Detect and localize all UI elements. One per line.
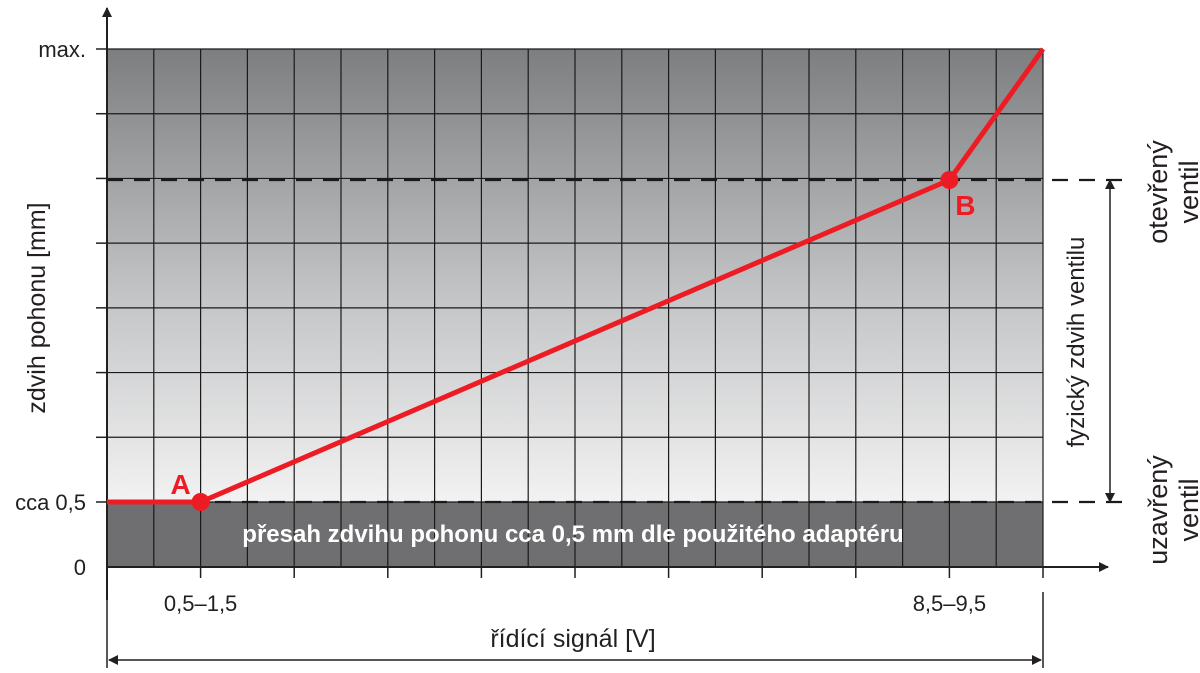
point-label-a: A <box>170 469 190 500</box>
point-b <box>940 171 959 189</box>
right-label-open-2: ventil <box>1174 160 1200 223</box>
x-tick-label: 0,5–1,5 <box>164 591 237 616</box>
point-label-b: B <box>955 190 975 221</box>
y-axis-title: zdvih pohonu [mm] <box>23 202 51 413</box>
point-a <box>191 493 210 511</box>
right-label-closed-1: uzavřený <box>1143 455 1173 565</box>
series-line <box>107 47 1046 505</box>
y-tick-label: 0 <box>74 555 86 580</box>
y-tick-label: cca 0,5 <box>15 490 86 515</box>
range-label: fyzický zdvih ventilu <box>1063 237 1090 448</box>
overlap-band-text: přesah zdvihu pohonu cca 0,5 mm dle použ… <box>242 521 903 548</box>
y-tick-label: max. <box>38 37 86 62</box>
right-label-open-1: otevřený <box>1143 140 1173 244</box>
x-axis-title: řídící signál [V] <box>490 625 655 653</box>
right-label-closed-2: ventil <box>1174 478 1200 541</box>
x-tick-label: 8,5–9,5 <box>913 591 986 616</box>
